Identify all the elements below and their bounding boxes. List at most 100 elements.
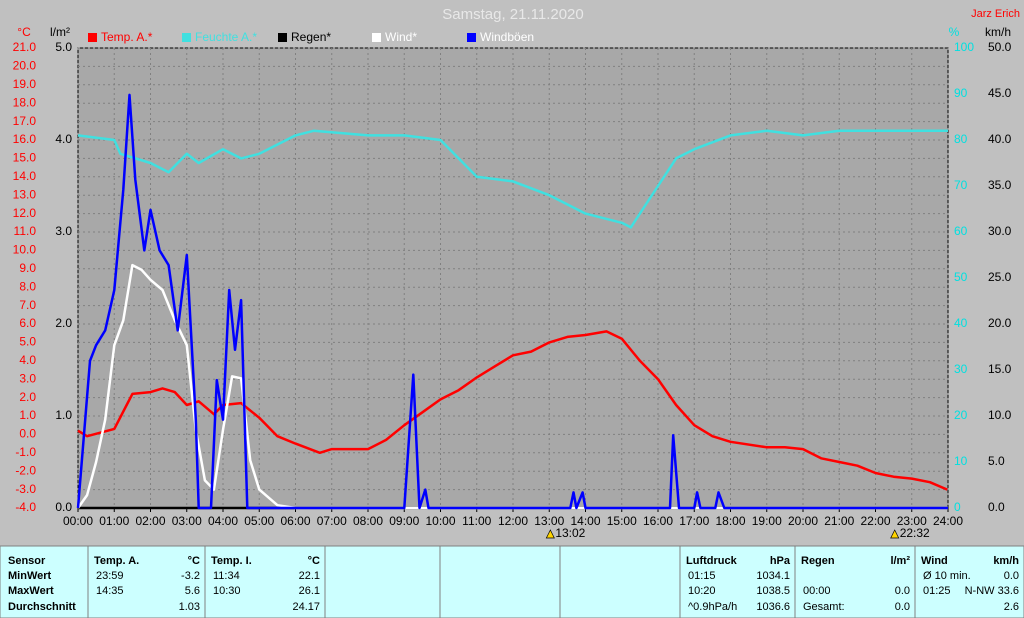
x-tick-label: 15:00 (607, 514, 637, 528)
y-tick-label: 0.0 (988, 500, 1005, 514)
y-tick-label: 15.0 (988, 362, 1012, 376)
y-tick-label: 70 (954, 178, 968, 192)
y-tick-label: 90 (954, 86, 968, 100)
y-tick-label: 10 (954, 454, 968, 468)
legend-swatch (182, 33, 191, 42)
y-tick-label: 10.0 (13, 243, 37, 257)
x-tick-label: 02:00 (135, 514, 165, 528)
col-unit: °C (308, 555, 320, 567)
x-tick-label: 22:00 (860, 514, 890, 528)
legend-swatch (467, 33, 476, 42)
x-tick-label: 07:00 (317, 514, 347, 528)
cell-time: ^0.9hPa/h (688, 601, 737, 613)
x-tick-label: 03:00 (172, 514, 202, 528)
x-tick-label: 18:00 (715, 514, 745, 528)
y-tick-label: 7.0 (19, 298, 36, 312)
x-tick-label: 14:00 (570, 514, 600, 528)
legend-swatch (88, 33, 97, 42)
col-header: Temp. I. (211, 555, 252, 567)
x-tick-label: 04:00 (208, 514, 238, 528)
x-tick-label: 13:00 (534, 514, 564, 528)
x-tick-label: 05:00 (244, 514, 274, 528)
x-tick-label: 09:00 (389, 514, 419, 528)
y-tick-label: 6.0 (19, 316, 36, 330)
cell-time: 14:35 (96, 585, 124, 597)
axis-unit: km/h (985, 25, 1011, 39)
row-label: MaxWert (8, 585, 54, 597)
x-tick-label: 11:00 (462, 514, 491, 528)
y-tick-label: 20 (954, 408, 968, 422)
y-tick-label: 15.0 (13, 151, 37, 165)
cell-value: 26.1 (299, 585, 320, 597)
y-tick-label: 4.0 (19, 353, 36, 367)
legend-label: Regen* (291, 30, 331, 44)
cell-value: -3.2 (181, 570, 200, 582)
col-unit: hPa (770, 555, 791, 567)
y-tick-label: 25.0 (988, 270, 1012, 284)
y-tick-label: 3.0 (19, 371, 36, 385)
series-line (76, 263, 948, 510)
y-tick-label: 40.0 (988, 132, 1012, 146)
legend-swatch (372, 33, 381, 42)
x-tick-label: 12:00 (498, 514, 528, 528)
cell-value: N-NW 33.6 (965, 585, 1019, 597)
cell-time: 11:34 (213, 570, 240, 582)
y-tick-label: 1.0 (55, 408, 72, 422)
y-tick-label: 5.0 (55, 40, 72, 54)
col-unit: km/h (993, 555, 1019, 567)
annotation: 13:02 (555, 526, 585, 540)
x-tick-label: 10:00 (425, 514, 455, 528)
axis-unit: l/m² (50, 25, 70, 39)
y-tick-label: 40 (954, 316, 968, 330)
y-tick-label: 100 (954, 40, 974, 54)
x-tick-label: 20:00 (788, 514, 818, 528)
y-tick-label: 5.0 (19, 335, 36, 349)
sun-marker (890, 529, 900, 539)
y-tick-label: 10.0 (988, 408, 1012, 422)
row-label: Durchschnitt (8, 601, 76, 613)
y-tick-label: 1.0 (19, 408, 36, 422)
col-unit: °C (188, 555, 200, 567)
series-line (77, 330, 948, 491)
y-tick-label: 12.0 (13, 206, 37, 220)
cell-value: 1034.1 (756, 570, 790, 582)
x-tick-label: 08:00 (353, 514, 383, 528)
y-tick-label: 0.0 (19, 427, 36, 441)
axis-unit: °C (17, 25, 31, 39)
col-unit: l/m² (890, 555, 910, 567)
x-tick-label: 16:00 (643, 514, 673, 528)
cell-value: 0.0 (895, 601, 910, 613)
cell-value: 1038.5 (756, 585, 790, 597)
x-tick-label: 06:00 (280, 514, 310, 528)
y-tick-label: 45.0 (988, 86, 1012, 100)
y-tick-label: 2.0 (19, 390, 36, 404)
x-tick-label: 00:00 (63, 514, 93, 528)
legend-label: Feuchte A.* (195, 30, 257, 44)
y-tick-label: 5.0 (988, 454, 1005, 468)
chart-title: Samstag, 21.11.2020 (442, 6, 584, 23)
y-tick-label: 4.0 (55, 132, 72, 146)
y-tick-label: 0.0 (55, 500, 72, 514)
col-header: Wind (921, 555, 948, 567)
y-tick-label: 16.0 (13, 132, 37, 146)
cell-value: 24.17 (292, 601, 320, 613)
y-tick-label: 20.0 (988, 316, 1012, 330)
y-tick-label: -3.0 (15, 482, 36, 496)
y-tick-label: 2.0 (55, 316, 72, 330)
y-tick-label: -2.0 (15, 463, 36, 477)
cell-value: 1.03 (179, 601, 200, 613)
author: Jarz Erich (971, 8, 1020, 20)
cell-value: 2.6 (1004, 601, 1019, 613)
y-tick-label: 50.0 (988, 40, 1012, 54)
stats-table: Sensor MinWert MaxWert Durchschnitt Temp. A.… (0, 545, 1024, 618)
cell-value: 1036.6 (756, 601, 790, 613)
y-tick-label: 3.0 (55, 224, 72, 238)
x-tick-label: 19:00 (752, 514, 782, 528)
y-tick-label: 18.0 (13, 95, 37, 109)
y-tick-label: 19.0 (13, 77, 37, 91)
x-tick-label: 01:00 (99, 514, 129, 528)
cell-time: 10:20 (688, 585, 716, 597)
y-tick-label: 0 (954, 500, 961, 514)
y-tick-label: 9.0 (19, 261, 36, 275)
